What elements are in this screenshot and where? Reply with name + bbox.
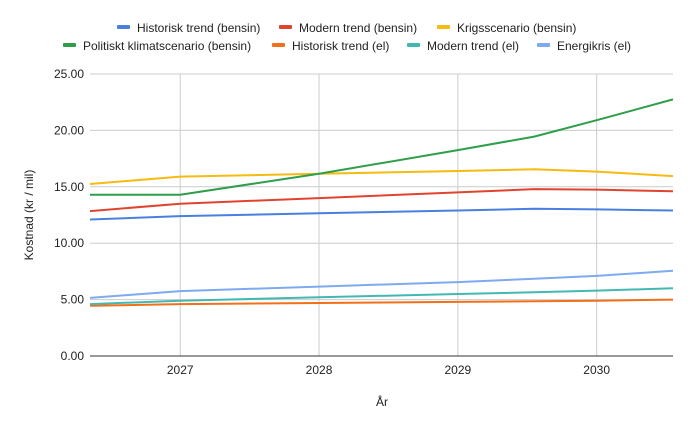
y-tick-label: 5.00 xyxy=(61,293,85,307)
y-axis-title: Kostnad (kr / mil) xyxy=(22,170,36,261)
series-line-7 xyxy=(89,269,674,299)
legend-swatch xyxy=(117,25,130,29)
series-lines xyxy=(89,98,674,307)
x-tick-label: 2029 xyxy=(444,363,471,377)
legend-swatch xyxy=(437,25,450,29)
series-line-3 xyxy=(89,168,674,185)
legend-label: Energikris (el) xyxy=(557,39,631,53)
x-tick-label: 2028 xyxy=(306,363,333,377)
legend-swatch xyxy=(537,43,550,47)
legend-swatch xyxy=(279,25,292,29)
series-line-5 xyxy=(89,298,674,307)
series-line-2 xyxy=(89,188,674,213)
legend-label: Politiskt klimatscenario (bensin) xyxy=(83,39,251,53)
x-axis-title: År xyxy=(376,394,388,409)
grid-lines xyxy=(90,73,673,356)
legend-swatch xyxy=(63,43,76,47)
legend-swatch xyxy=(272,43,285,47)
legend-label: Krigsscenario (bensin) xyxy=(457,21,576,35)
legend-label: Historisk trend (el) xyxy=(292,39,389,53)
series-line-1 xyxy=(89,207,674,221)
x-tick-label: 2030 xyxy=(583,363,610,377)
y-tick-label: 10.00 xyxy=(54,236,84,250)
legend-label: Historisk trend (bensin) xyxy=(137,21,260,35)
y-tick-label: 20.00 xyxy=(54,123,84,137)
legend-swatch xyxy=(407,43,420,47)
legend-label: Modern trend (el) xyxy=(427,39,519,53)
y-tick-label: 0.00 xyxy=(61,349,85,363)
series-line-4 xyxy=(90,98,674,196)
series-line-6 xyxy=(89,287,674,306)
x-tick-label: 2027 xyxy=(167,363,194,377)
y-tick-label: 15.00 xyxy=(54,180,84,194)
legend-label: Modern trend (bensin) xyxy=(299,21,417,35)
y-tick-label: 25.00 xyxy=(54,67,84,81)
legend: Historisk trend (bensin) Modern trend (be… xyxy=(63,21,631,53)
axes: 0.00 5.00 10.00 15.00 20.00 25.00 2027 2028 2029… xyxy=(54,67,673,377)
